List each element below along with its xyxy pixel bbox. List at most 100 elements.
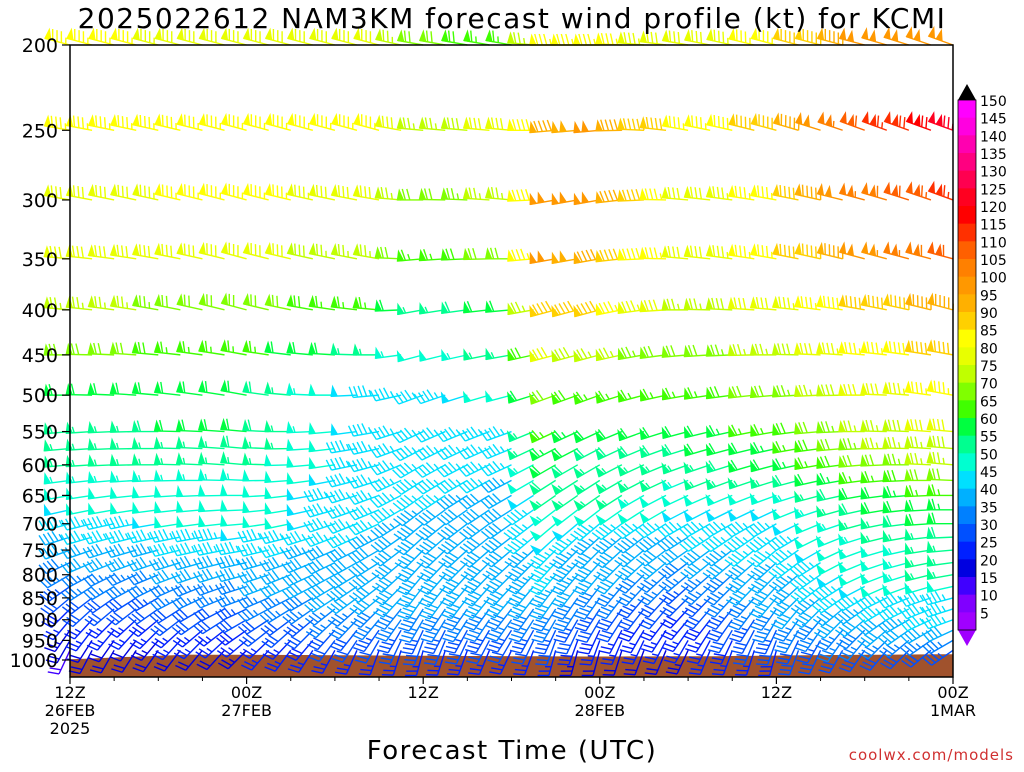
barb-half-feather xyxy=(343,302,344,308)
barb-feather xyxy=(140,185,141,196)
barb-feather xyxy=(166,296,167,307)
barb-feather xyxy=(162,244,163,255)
barb-feather xyxy=(581,660,592,661)
barb-half-feather xyxy=(477,665,483,666)
barb-feather xyxy=(719,116,720,127)
barb-half-feather xyxy=(255,347,256,353)
barb-half-feather xyxy=(609,655,615,656)
barb-half-feather xyxy=(60,303,61,309)
barb-feather xyxy=(189,245,190,256)
barb-feather xyxy=(145,186,146,197)
barb-feather xyxy=(171,246,172,257)
barb-feather xyxy=(184,244,185,255)
barb-half-feather xyxy=(321,302,322,308)
barb-feather xyxy=(273,295,274,306)
barb-half-feather xyxy=(720,666,726,667)
barb-feather xyxy=(189,296,190,307)
barb-feather xyxy=(406,655,417,656)
barb-feather xyxy=(82,117,83,128)
barb-half-feather xyxy=(749,252,750,258)
barb-feather xyxy=(359,674,370,675)
barb-feather xyxy=(122,116,123,127)
barb-feather xyxy=(96,185,97,196)
barb-half-feather xyxy=(435,123,436,129)
barb-half-feather xyxy=(639,38,640,44)
barb-feather xyxy=(793,188,794,199)
barb-feather xyxy=(149,187,150,198)
barb-feather xyxy=(74,185,75,196)
barb-feather xyxy=(360,670,371,671)
barb-feather xyxy=(778,674,789,675)
barb-half-feather xyxy=(793,303,794,309)
barb-feather xyxy=(100,186,101,197)
barb-feather xyxy=(127,187,128,198)
barb-feather xyxy=(449,670,460,671)
barb-feather xyxy=(277,296,278,307)
barb-feather xyxy=(404,660,415,661)
barb-feather xyxy=(537,660,548,661)
barb-half-feather xyxy=(522,666,528,667)
barb-feather xyxy=(811,246,812,257)
barb-half-feather xyxy=(82,303,83,309)
barb-half-feather xyxy=(188,347,189,353)
barb-feather xyxy=(100,116,101,127)
barb-half-feather xyxy=(211,347,212,353)
barb-feather xyxy=(816,188,817,199)
barb-feather xyxy=(712,674,723,675)
barb-half-feather xyxy=(588,656,594,657)
barb-feather xyxy=(759,655,770,656)
barb-feather xyxy=(162,295,163,306)
barb-feather xyxy=(304,246,305,257)
barb-feather xyxy=(105,117,106,128)
barb-feather xyxy=(780,185,781,196)
barb-feather xyxy=(74,116,75,127)
barb-half-feather xyxy=(367,666,373,667)
barb-feather xyxy=(78,116,79,127)
barb-feather xyxy=(557,664,568,665)
barb-half-feather xyxy=(272,387,273,393)
barb-feather xyxy=(624,674,635,675)
barb-feather xyxy=(118,115,119,126)
barb-feather xyxy=(343,245,344,256)
barb-feather xyxy=(304,187,305,198)
barb-half-feather xyxy=(391,193,392,199)
barb-half-feather xyxy=(524,38,525,44)
barb-feather xyxy=(96,115,97,126)
barb-half-feather xyxy=(698,665,704,666)
barb-half-feather xyxy=(815,303,816,309)
barb-feather xyxy=(166,245,167,256)
barb-half-feather xyxy=(727,193,728,199)
barb-feather xyxy=(321,245,322,256)
barb-feather xyxy=(513,674,524,675)
barb-feather xyxy=(714,115,715,126)
barb-half-feather xyxy=(365,303,366,309)
barb-feather xyxy=(538,655,549,656)
barb-feather xyxy=(321,186,322,197)
barb-feather xyxy=(184,295,185,306)
barb-feather xyxy=(781,665,792,666)
barb-half-feather xyxy=(859,348,860,354)
barb-feather xyxy=(625,670,636,671)
barb-half-feather xyxy=(166,347,167,353)
barb-half-feather xyxy=(228,457,229,463)
barb-feather xyxy=(701,117,702,128)
barb-half-feather xyxy=(833,121,834,127)
barb-feather xyxy=(317,244,318,255)
barb-feather xyxy=(696,116,697,127)
barb-feather xyxy=(692,115,693,126)
barb-feather xyxy=(758,660,769,661)
barb-feather xyxy=(140,115,141,126)
barb-feather xyxy=(780,244,781,255)
barb-half-feather xyxy=(749,193,750,199)
barb-feather xyxy=(807,186,808,197)
barb-feather xyxy=(580,664,591,665)
barb-feather xyxy=(339,244,340,255)
barb-feather xyxy=(561,655,572,656)
barb-feather xyxy=(447,674,458,675)
barb-feather xyxy=(811,187,812,198)
barb-feather xyxy=(789,246,790,257)
barb-feather xyxy=(145,116,146,127)
barb-feather xyxy=(403,664,414,665)
barb-feather xyxy=(347,187,348,198)
